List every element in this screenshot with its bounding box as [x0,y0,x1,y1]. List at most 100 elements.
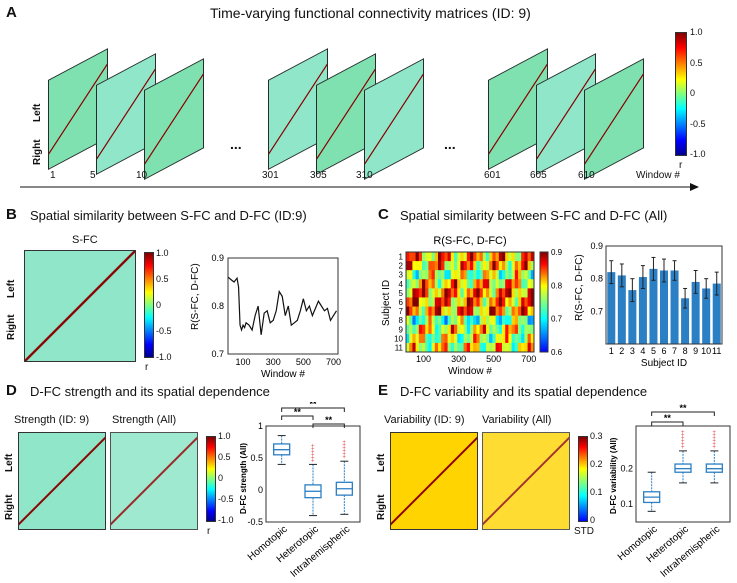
bar-subject-7 [670,270,679,344]
heatmap-cell [511,279,516,289]
heatmap-cell [422,288,426,298]
heatmap-cell [482,324,487,335]
heatmap-cell [495,252,500,262]
heatmap-cell [450,270,455,280]
heatmap-cell [495,333,500,344]
heatmap-cell [412,306,416,317]
heatmap-cell [514,297,519,307]
heatmap-cell [476,252,480,262]
box-outlier: + [342,452,346,458]
heatmap-cell [409,261,413,271]
heatmap-cell [431,252,436,262]
heatmap-cell [454,342,458,353]
heatmap-cell [502,315,506,326]
heatmap-cell [444,297,448,307]
heatmap-cell [482,306,487,317]
heatmap-cell [530,324,535,335]
heatmap-cell [470,333,474,344]
heatmap-cell [486,279,490,289]
heatmap-xtick: 700 [521,354,536,364]
heatmap-cell [524,252,528,262]
heatmap-cell [409,252,413,262]
heatmap-cell [447,306,452,317]
heatmap-cell [434,333,439,344]
box-outlier: + [712,439,716,445]
panel-e-title: D-FC variability and its spatial depende… [400,384,648,399]
heatmap-ylabel: Subject ID [381,280,392,326]
line-chart-ylabel: R(S-FC, D-FC) [190,263,201,330]
heatmap-cell [482,270,487,280]
heatmap-cell [476,306,480,317]
heatmap-cell [431,342,436,353]
line-chart-ytick: 0.7 [211,349,224,359]
heatmap-cell [476,288,480,298]
heatmap-cell [514,270,519,280]
heatmap-cell [457,252,461,262]
heatmap-cell [514,315,519,326]
heatmap-cell [498,297,503,307]
heatmap-cell [444,270,448,280]
heatmap-cell [418,306,423,317]
heatmap-cell [438,306,442,317]
heatmap-cell [422,297,426,307]
heatmap-cell [457,333,461,344]
heatmap-cell [466,342,471,353]
heatmap-cell [514,342,519,353]
box-outlier: + [311,446,315,452]
heatmap-cell [412,261,416,271]
sig-bracket [281,415,314,420]
heatmap-cell [409,306,413,317]
heatmap-ytick: 5 [399,289,404,298]
heatmap-cell [530,315,535,326]
heatmap-cell [415,288,420,298]
heatmap-cell [489,288,493,298]
heatmap-cell [521,324,525,335]
heatmap-cell [463,315,468,326]
heatmap-cell [502,270,506,280]
heatmap-cell [470,288,474,298]
bar-xtick: 4 [640,346,645,356]
heatmap-cell [418,288,423,298]
heatmap-cell [495,315,500,326]
heatmap-cell [466,252,471,262]
heatmap-cell [447,297,452,307]
heatmap-cell [444,261,448,271]
heatmap-cell [473,324,477,335]
sfc-matrix [24,250,136,362]
heatmap-cell [498,342,503,353]
sig-marker: ** [325,415,333,425]
box-outlier: + [681,439,685,445]
panel-d-right-label: Right [4,494,15,520]
heatmap-cell [505,306,509,317]
heatmap-cell [530,342,535,353]
panel-d-left-label: Left [4,453,15,472]
heatmap-cell [489,252,493,262]
heatmap-cell [441,333,445,344]
heatmap-cell [450,315,455,326]
heatmap-cell [508,288,512,298]
heatmap-cell [434,306,439,317]
heatmap-cell [447,270,452,280]
heatmap-cell [463,288,468,298]
heatmap-cell [406,306,410,317]
heatmap-cell [415,342,420,353]
heatmap-cell [460,315,464,326]
heatmap-cell [441,261,445,271]
heatmap-cell [470,270,474,280]
heatmap-cell [473,297,477,307]
bar-xtick: 3 [630,346,635,356]
heatmap-cell [518,252,522,262]
heatmap-cell [470,261,474,271]
heatmap-cell [492,324,496,335]
heatmap-cell [431,297,436,307]
heatmap-cell [447,324,452,335]
line-chart-xtick: 300 [266,357,281,367]
heatmap-cell [406,279,410,289]
heatmap-cell [489,342,493,353]
heatmap-cell [425,252,429,262]
box-outlier: + [311,443,315,449]
panel-b-right-label: Right [6,314,17,340]
bar-subject-1 [607,272,616,344]
variability-all-matrix [482,432,570,530]
